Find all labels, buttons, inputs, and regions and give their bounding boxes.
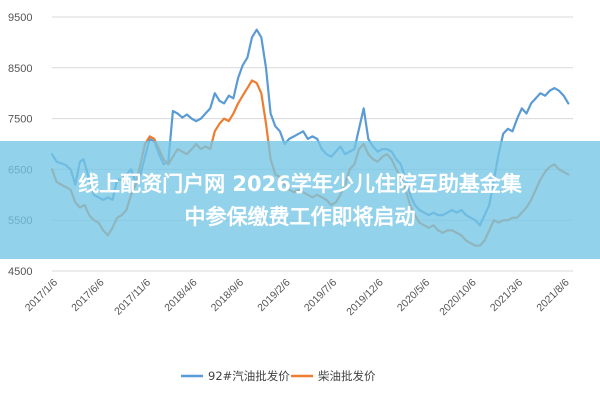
x-tick-label: 2019/2/6 [255,277,292,314]
x-tick-label: 2021/8/6 [534,277,571,314]
x-tick-label: 2017/11/6 [112,277,153,318]
y-tick-label: 8500 [8,63,32,75]
x-tick-label: 2020/5/6 [395,277,432,314]
y-tick-label: 9500 [8,12,32,24]
legend-label-1: 92#汽油批发价 [208,369,290,383]
y-tick-label: 7500 [8,114,32,126]
x-tick-label: 2020/10/6 [437,277,479,319]
x-tick-label: 2019/12/6 [344,277,386,319]
headline-banner [0,141,600,259]
headline-line-1: 线上配资门户网 2026学年少儿住院互助基金集 [78,172,522,196]
x-tick-label: 2017/6/6 [69,277,106,314]
y-tick-label: 4500 [8,266,32,278]
x-tick-label: 2018/9/6 [209,277,246,314]
legend-label-2: 柴油批发价 [318,369,376,383]
x-tick-label: 2021/3/6 [488,277,525,314]
x-tick-label: 2018/4/6 [162,277,199,314]
headline-line-2: 中参保缴费工作即将启动 [184,205,416,229]
x-tick-label: 2017/1/6 [23,277,60,314]
x-tick-label: 2019/7/6 [302,277,339,314]
headline-text: 线上配资门户网 2026学年少儿住院互助基金集 中参保缴费工作即将启动 [0,168,600,234]
